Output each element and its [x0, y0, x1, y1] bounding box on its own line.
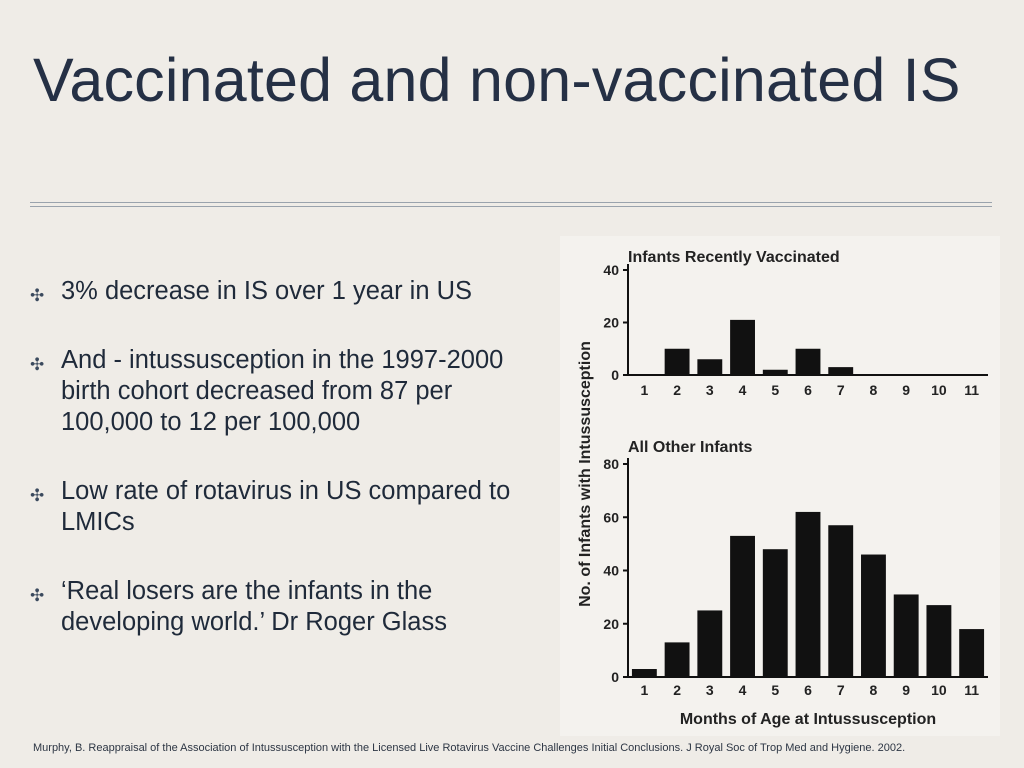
bar: [631, 669, 657, 677]
bullet-item: ✣ 3% decrease in IS over 1 year in US: [30, 276, 530, 307]
x-tick-label: 11: [964, 682, 979, 698]
x-tick-label: 9: [902, 682, 910, 698]
x-tick-label: 1: [640, 382, 648, 398]
bar: [828, 367, 854, 375]
bullet-item: ✣ ‘Real losers are the infants in the de…: [30, 576, 530, 638]
bar: [926, 605, 952, 677]
y-tick-label: 80: [603, 456, 619, 472]
y-tick-label: 60: [603, 509, 619, 525]
chart-title: All Other Infants: [628, 439, 753, 456]
x-tick-label: 6: [804, 682, 812, 698]
bullet-text: And - intussusception in the 1997-2000 b…: [61, 346, 504, 436]
bar: [697, 359, 723, 375]
x-tick-label: 4: [739, 682, 747, 698]
bar: [664, 642, 690, 677]
y-tick-label: 40: [603, 563, 619, 579]
bar: [861, 554, 886, 677]
x-tick-label: 3: [706, 382, 714, 398]
bullet-icon: ✣: [30, 286, 45, 305]
bullet-text: Low rate of rotavirus in US compared to …: [61, 477, 511, 536]
bar: [795, 348, 821, 375]
bar: [959, 629, 985, 677]
bullet-icon: ✣: [30, 486, 45, 505]
bar: [762, 369, 788, 375]
x-tick-label: 5: [771, 682, 779, 698]
bar: [730, 535, 755, 677]
x-tick-label: 8: [870, 682, 878, 698]
citation: Murphy, B. Reappraisal of the Associatio…: [33, 742, 906, 754]
y-tick-label: 40: [603, 262, 619, 278]
x-tick-label: 2: [673, 382, 681, 398]
bar: [730, 319, 755, 375]
x-tick-label: 5: [771, 382, 779, 398]
x-tick-label: 10: [931, 382, 947, 398]
bar: [664, 348, 690, 375]
y-tick-label: 20: [603, 616, 619, 632]
bullet-item: ✣ Low rate of rotavirus in US compared t…: [30, 476, 530, 538]
bar: [762, 549, 788, 677]
slide-title: Vaccinated and non-vaccinated IS: [33, 46, 961, 114]
bullet-icon: ✣: [30, 355, 45, 374]
bar: [828, 525, 854, 677]
bullet-item: ✣ And - intussusception in the 1997-2000…: [30, 345, 530, 438]
bullet-icon: ✣: [30, 586, 45, 605]
chart-panel: Infants Recently Vaccinated 0 20 40 1 2 3 4 5 6 7 8…: [560, 236, 1000, 736]
x-tick-label: 10: [931, 682, 947, 698]
x-tick-label: 1: [640, 682, 648, 698]
x-tick-label: 4: [739, 382, 747, 398]
x-tick-label: 9: [902, 382, 910, 398]
x-tick-label: 11: [964, 382, 979, 398]
bullet-text: ‘Real losers are the infants in the deve…: [61, 577, 447, 636]
x-tick-label: 3: [706, 682, 714, 698]
chart-title: Infants Recently Vaccinated: [628, 249, 840, 266]
x-tick-label: 8: [870, 382, 878, 398]
y-axis-label: No. of Infants with Intussusception: [577, 341, 594, 607]
x-tick-label: 2: [673, 682, 681, 698]
x-tick-label: 7: [837, 382, 845, 398]
x-axis-label: Months of Age at Intussusception: [680, 711, 936, 728]
y-tick-label: 0: [611, 669, 619, 685]
x-tick-label: 7: [837, 682, 845, 698]
title-divider: [30, 202, 992, 203]
x-tick-label: 6: [804, 382, 812, 398]
bullet-list: ✣ 3% decrease in IS over 1 year in US ✣ …: [30, 276, 530, 638]
bar: [697, 610, 723, 677]
bar: [795, 511, 821, 677]
title-divider-secondary: [30, 206, 992, 207]
y-tick-label: 20: [603, 315, 619, 331]
y-tick-label: 0: [611, 367, 619, 383]
bullet-text: 3% decrease in IS over 1 year in US: [61, 277, 473, 305]
bar: [893, 594, 919, 677]
